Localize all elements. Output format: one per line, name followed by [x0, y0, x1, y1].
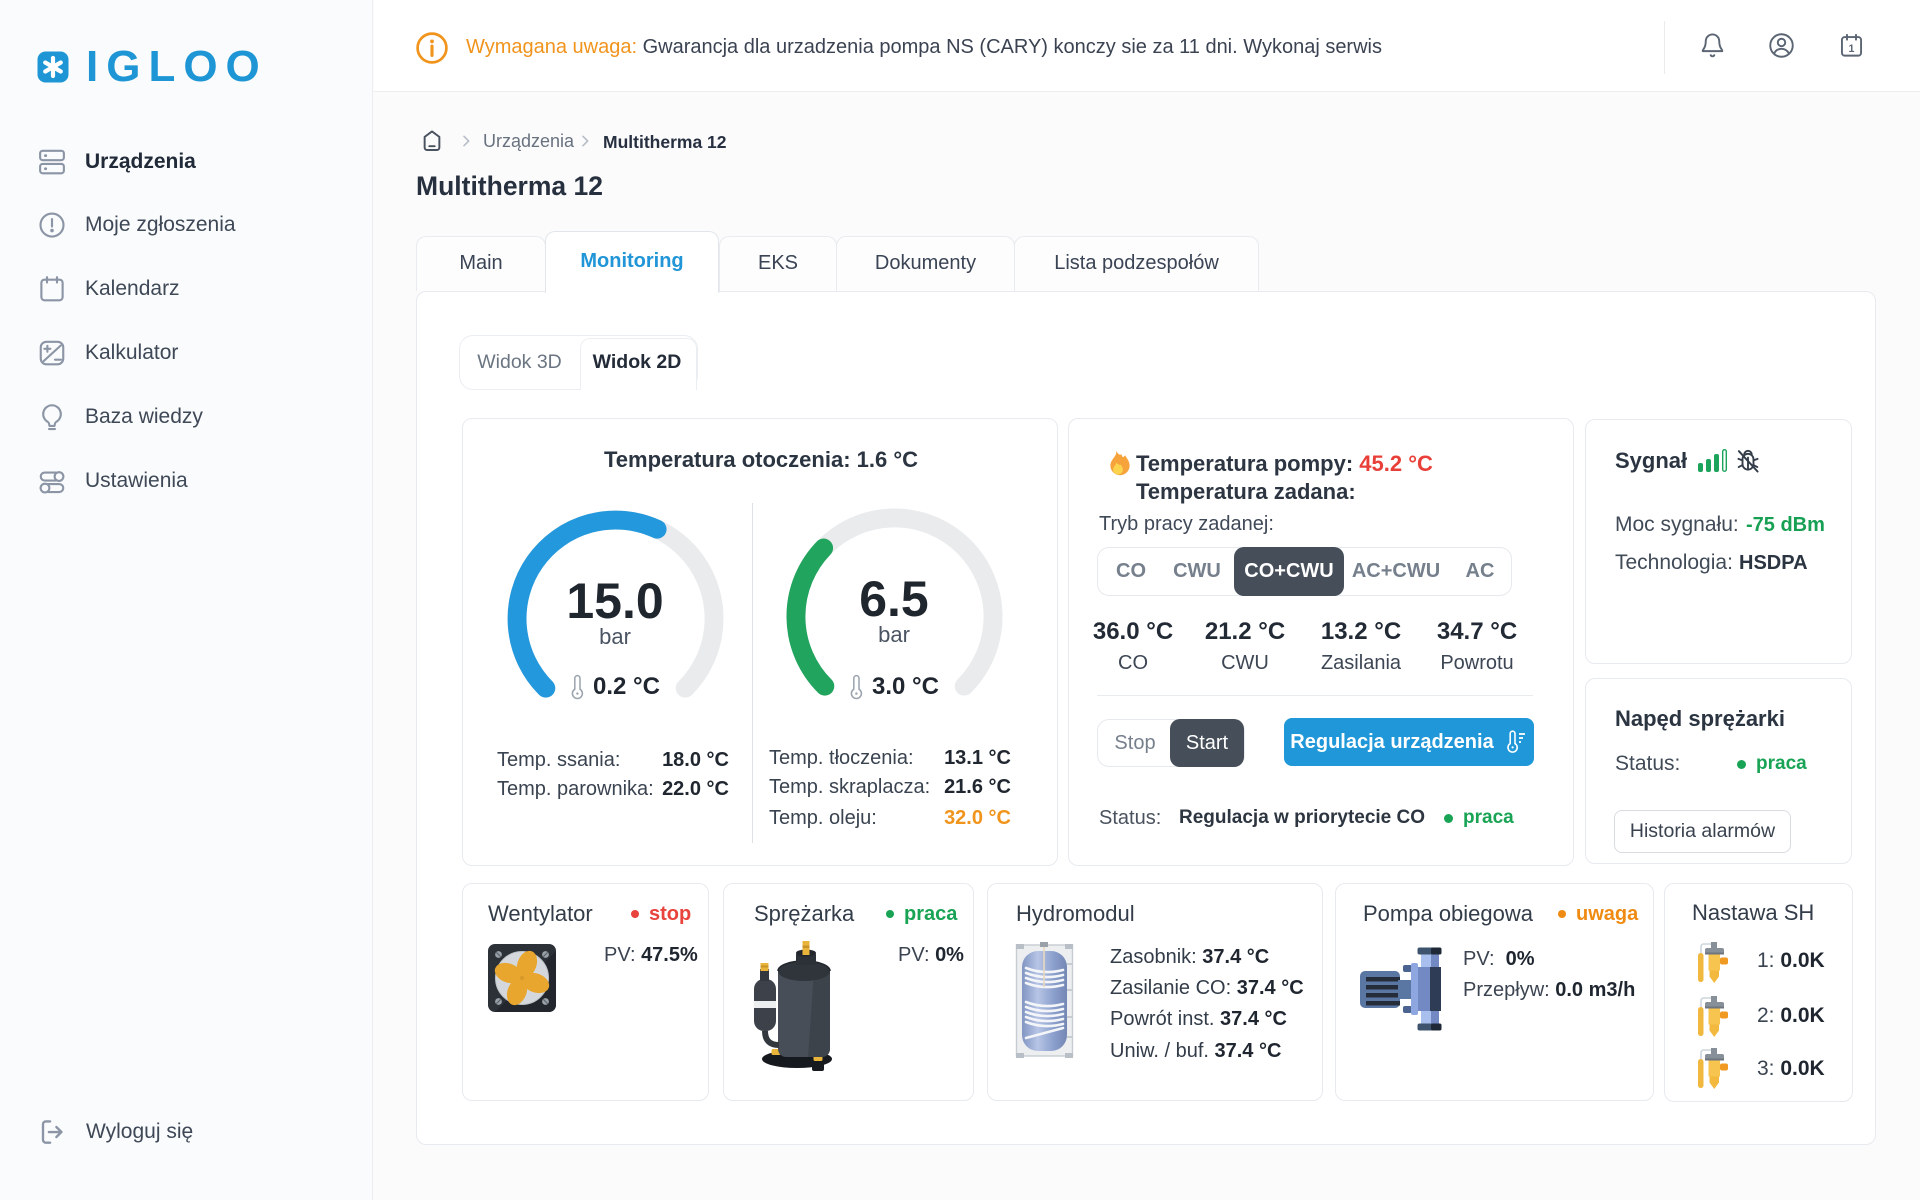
- svg-text:1: 1: [1849, 43, 1855, 55]
